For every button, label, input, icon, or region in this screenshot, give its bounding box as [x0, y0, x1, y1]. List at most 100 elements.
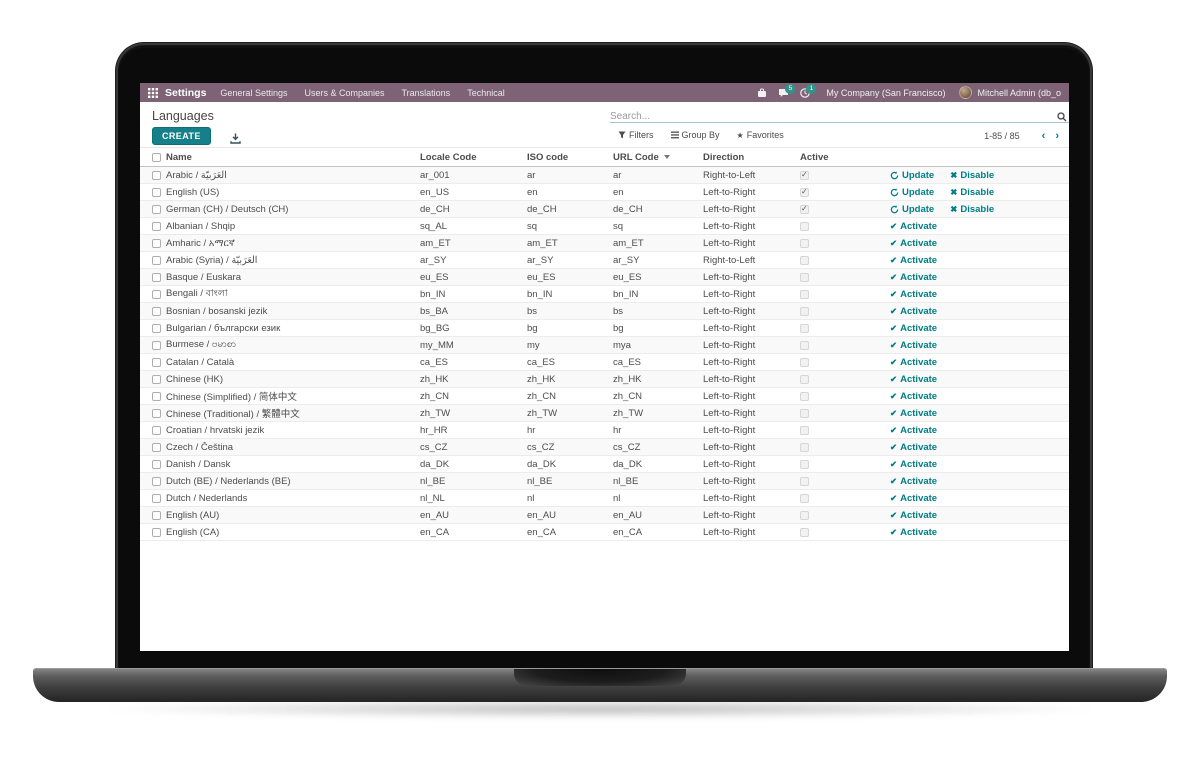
menu-general-settings[interactable]: General Settings: [220, 87, 288, 98]
table-row[interactable]: English (US) en_US en en Left-to-Right Update…: [140, 184, 1069, 201]
pager-previous-button[interactable]: ‹: [1041, 130, 1046, 142]
row-checkbox[interactable]: [152, 204, 161, 214]
table-row[interactable]: Dutch / Nederlands nl_NL nl nl Left-to-Right…: [140, 490, 1069, 507]
activate-button[interactable]: ✔ Activate: [890, 373, 938, 385]
row-checkbox[interactable]: [152, 272, 161, 282]
column-header-iso-code[interactable]: ISO code: [527, 151, 569, 163]
language-name[interactable]: Burmese / ဗမာစာ: [166, 339, 236, 350]
table-row[interactable]: Arabic / الْعَرَبيّة ar_001 ar ar Right-to-L…: [140, 167, 1069, 184]
table-row[interactable]: Basque / Euskara eu_ES eu_ES eu_ES Left-to-R…: [140, 269, 1069, 286]
table-row[interactable]: Burmese / ဗမာစာ my_MM my mya Left-to-Right ✔ A…: [140, 337, 1069, 354]
language-name[interactable]: English (AU): [166, 509, 220, 521]
row-checkbox[interactable]: [152, 493, 161, 503]
table-row[interactable]: German (CH) / Deutsch (CH) de_CH de_CH de_C…: [140, 201, 1069, 218]
row-checkbox[interactable]: [152, 459, 161, 469]
menu-technical[interactable]: Technical: [467, 87, 505, 98]
update-button[interactable]: Update: [890, 204, 934, 215]
activate-button[interactable]: ✔ Activate: [890, 509, 938, 521]
language-name[interactable]: Chinese (Simplified) / 简体中文: [166, 392, 297, 403]
user-menu[interactable]: Mitchell Admin (db_o: [977, 87, 1061, 98]
search-icon[interactable]: [1057, 109, 1067, 127]
activate-button[interactable]: ✔ Activate: [890, 271, 938, 283]
table-row[interactable]: Chinese (HK) zh_HK zh_HK zh_HK Left-to-Right…: [140, 371, 1069, 388]
activities-clock-icon[interactable]: 1: [800, 83, 817, 98]
table-row[interactable]: Arabic (Syria) / الْعَرَبيّة ar_SY ar_SY ar…: [140, 252, 1069, 269]
row-checkbox[interactable]: [152, 357, 161, 367]
table-row[interactable]: Croatian / hrvatski jezik hr_HR hr hr Left-t…: [140, 422, 1069, 439]
messages-icon[interactable]: 5: [778, 83, 796, 98]
language-name[interactable]: Arabic / الْعَرَبيّة: [166, 169, 227, 181]
user-avatar[interactable]: [959, 86, 973, 99]
table-row[interactable]: Albanian / Shqip sq_AL sq sq Left-to-Right ✔ A…: [140, 218, 1069, 235]
activate-button[interactable]: ✔ Activate: [890, 305, 938, 317]
menu-translations[interactable]: Translations: [401, 87, 451, 98]
row-checkbox[interactable]: [152, 340, 161, 350]
column-header-active[interactable]: Active: [800, 151, 829, 163]
activate-button[interactable]: ✔ Activate: [890, 356, 938, 368]
row-checkbox[interactable]: [152, 170, 161, 180]
menu-users-companies[interactable]: Users & Companies: [304, 87, 385, 98]
row-checkbox[interactable]: [152, 442, 161, 452]
select-all-checkbox[interactable]: [152, 152, 161, 162]
language-name[interactable]: Czech / Čeština: [166, 441, 234, 453]
update-button[interactable]: Update: [890, 170, 934, 181]
language-name[interactable]: Danish / Dansk: [166, 458, 231, 470]
search-input[interactable]: [610, 108, 1069, 125]
create-button[interactable]: CREATE: [152, 127, 211, 145]
activate-button[interactable]: ✔ Activate: [890, 526, 938, 538]
language-name[interactable]: Albanian / Shqip: [166, 220, 236, 232]
activate-button[interactable]: ✔ Activate: [890, 339, 938, 351]
app-name[interactable]: Settings: [165, 86, 207, 99]
table-row[interactable]: Bengali / বাংলা bn_IN bn_IN bn_IN Left-to-Ri…: [140, 286, 1069, 303]
row-checkbox[interactable]: [152, 510, 161, 520]
briefcase-icon[interactable]: [757, 88, 767, 98]
language-name[interactable]: Basque / Euskara: [166, 271, 241, 283]
activate-button[interactable]: ✔ Activate: [890, 322, 938, 334]
language-name[interactable]: Bulgarian / български език: [166, 322, 281, 334]
pager-next-button[interactable]: ›: [1055, 130, 1059, 142]
disable-button[interactable]: ✖ Disable: [950, 169, 995, 181]
language-name[interactable]: Dutch (BE) / Nederlands (BE): [166, 475, 291, 487]
row-checkbox[interactable]: [152, 323, 161, 333]
row-checkbox[interactable]: [152, 374, 161, 384]
table-row[interactable]: Chinese (Simplified) / 简体中文 zh_CN zh_CN zh_…: [140, 388, 1069, 405]
table-row[interactable]: Dutch (BE) / Nederlands (BE) nl_BE nl_BE nl…: [140, 473, 1069, 490]
language-name[interactable]: Arabic (Syria) / الْعَرَبيّة: [166, 254, 258, 266]
activate-button[interactable]: ✔ Activate: [890, 475, 938, 487]
table-row[interactable]: Czech / Čeština cs_CZ cs_CZ cs_CZ Left-to-Ri…: [140, 439, 1069, 456]
favorites-button[interactable]: ★ Favorites: [737, 130, 784, 140]
language-name[interactable]: Croatian / hrvatski jezik: [166, 424, 265, 436]
language-name[interactable]: Bosnian / bosanski jezik: [166, 305, 268, 317]
table-row[interactable]: Danish / Dansk da_DK da_DK da_DK Left-to-Rig…: [140, 456, 1069, 473]
language-name[interactable]: Amharic / አማርኛ: [166, 237, 235, 249]
activate-button[interactable]: ✔ Activate: [890, 441, 938, 453]
disable-button[interactable]: ✖ Disable: [950, 186, 995, 198]
row-checkbox[interactable]: [152, 187, 161, 197]
activate-button[interactable]: ✔ Activate: [890, 424, 938, 436]
company-switcher[interactable]: My Company (San Francisco): [826, 87, 946, 98]
language-name[interactable]: English (US): [166, 186, 220, 198]
language-name[interactable]: English (CA): [166, 526, 220, 538]
table-row[interactable]: Catalan / Català ca_ES ca_ES ca_ES Left-to-R…: [140, 354, 1069, 371]
activate-button[interactable]: ✔ Activate: [890, 390, 938, 402]
row-checkbox[interactable]: [152, 425, 161, 435]
row-checkbox[interactable]: [152, 391, 161, 401]
column-header-name[interactable]: Name: [166, 151, 192, 163]
row-checkbox[interactable]: [152, 476, 161, 486]
activate-button[interactable]: ✔ Activate: [890, 288, 938, 300]
filters-button[interactable]: Filters: [618, 130, 654, 140]
column-header-direction[interactable]: Direction: [703, 151, 745, 163]
activate-button[interactable]: ✔ Activate: [890, 254, 938, 266]
column-header-locale-code[interactable]: Locale Code: [420, 151, 477, 163]
disable-button[interactable]: ✖ Disable: [950, 203, 995, 215]
language-name[interactable]: Chinese (HK): [166, 373, 224, 385]
table-row[interactable]: English (CA) en_CA en_CA en_CA Left-to-Right…: [140, 524, 1069, 541]
row-checkbox[interactable]: [152, 289, 161, 299]
language-name[interactable]: German (CH) / Deutsch (CH): [166, 203, 289, 215]
row-checkbox[interactable]: [152, 221, 161, 231]
export-download-icon[interactable]: [230, 131, 241, 149]
row-checkbox[interactable]: [152, 255, 161, 265]
table-row[interactable]: Bosnian / bosanski jezik bs_BA bs bs Left-to…: [140, 303, 1069, 320]
activate-button[interactable]: ✔ Activate: [890, 220, 938, 232]
table-row[interactable]: Chinese (Traditional) / 繁體中文 zh_TW zh_TW zh…: [140, 405, 1069, 422]
